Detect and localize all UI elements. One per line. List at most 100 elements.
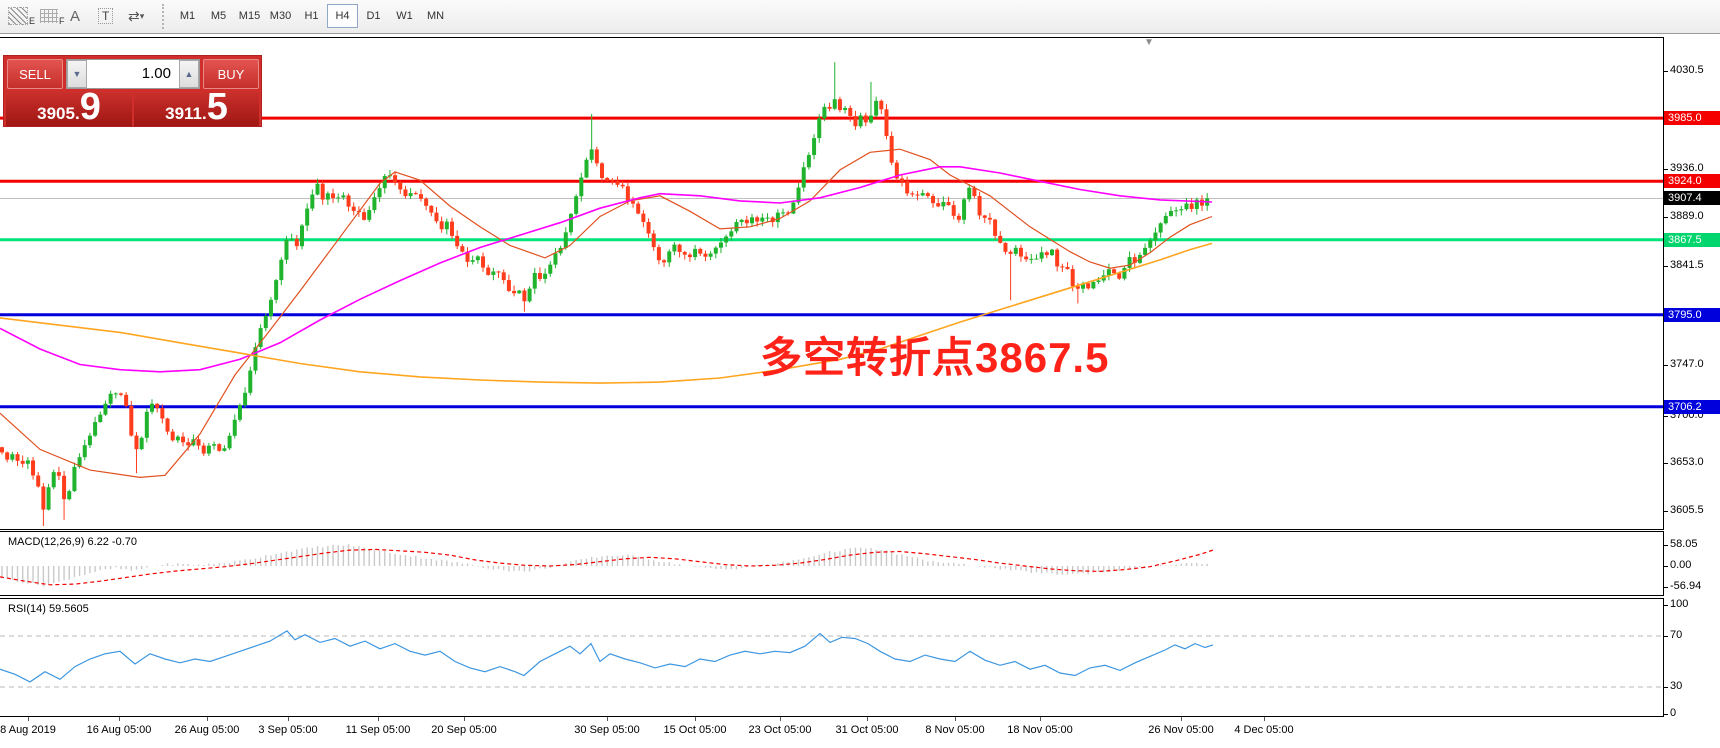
indicators-icon-sub: E: [29, 16, 36, 26]
date-tick: [695, 717, 696, 721]
date-tick: [378, 717, 379, 721]
sell-price-main: 3905: [37, 104, 75, 123]
timeframe-m5[interactable]: M5: [210, 10, 227, 22]
main-chart-pane[interactable]: [0, 37, 1664, 530]
macd-label: MACD(12,26,9) 6.22 -0.70: [8, 536, 138, 548]
timeframe-mn[interactable]: MN: [426, 10, 445, 22]
volume-decrease-button[interactable]: ▼: [67, 60, 87, 88]
buy-price-display[interactable]: 3911. 5: [134, 86, 259, 128]
axis-tick: [1664, 636, 1668, 637]
date-label: 8 Nov 05:00: [925, 724, 985, 736]
price-badge-3795.0: 3795.0: [1664, 308, 1720, 322]
axis-label-100: 100: [1670, 598, 1689, 610]
grid-icon-sub: F: [59, 16, 65, 26]
volume-increase-button[interactable]: ▲: [179, 60, 199, 88]
macd-histogram: [1, 544, 1208, 587]
macd-pane[interactable]: MACD(12,26,9) 6.22 -0.70: [0, 531, 1664, 596]
price-badge-3867.5: 3867.5: [1664, 233, 1720, 247]
text-box-icon-glyph: T: [98, 8, 114, 24]
indicators-icon[interactable]: E: [8, 4, 35, 28]
date-label: 26 Aug 05:00: [174, 724, 240, 736]
axis-tick: [1664, 266, 1668, 267]
timeframe-m30[interactable]: M30: [269, 10, 292, 22]
font-icon[interactable]: A: [70, 7, 81, 25]
buy-button[interactable]: BUY: [203, 59, 259, 89]
date-label: 15 Oct 05:00: [663, 724, 727, 736]
buy-price-main: 3911: [165, 104, 202, 123]
date-label: 18 Nov 05:00: [1007, 724, 1073, 736]
sell-price-pip: 9: [79, 86, 101, 128]
cursor-tools-icon[interactable]: ⇄ ▾: [128, 4, 144, 28]
timeframe-w1[interactable]: W1: [396, 10, 413, 22]
rsi-canvas: [0, 630, 1663, 688]
sell-price-point: .: [74, 104, 80, 123]
axis-tick: [1664, 416, 1668, 417]
candles: [0, 99, 1210, 510]
axis-tick: [1664, 463, 1668, 464]
date-label: 30 Sep 05:00: [574, 724, 640, 736]
main-chart-canvas: [0, 62, 1663, 527]
date-label: 16 Aug 05:00: [86, 724, 152, 736]
price-badge-3924.0: 3924.0: [1664, 174, 1720, 188]
toolbar-separator: [162, 4, 168, 29]
date-label: 11 Sep 05:00: [345, 724, 411, 736]
rsi-pane[interactable]: RSI(14) 59.5605: [0, 598, 1664, 717]
axis-tick: [1664, 545, 1668, 546]
timeframe-d1[interactable]: D1: [366, 10, 381, 22]
axis-tick: [1664, 511, 1668, 512]
sell-button[interactable]: SELL: [7, 59, 63, 89]
date-tick: [119, 717, 120, 721]
rsi-line: [0, 630, 1214, 683]
date-tick: [207, 717, 208, 721]
axis-tick: [1664, 566, 1668, 567]
axis-label-4030.5: 4030.5: [1670, 64, 1704, 76]
timeframe-m15[interactable]: M15: [238, 10, 261, 22]
date-tick: [464, 717, 465, 721]
timeframe-h4[interactable]: H4: [327, 4, 358, 28]
date-label: 8 Aug 2019: [0, 724, 56, 736]
date-tick: [780, 717, 781, 721]
axis-label-0.00: 0.00: [1670, 559, 1692, 571]
date-tick: [288, 717, 289, 721]
date-tick: [1264, 717, 1265, 721]
date-label: 23 Oct 05:00: [748, 724, 812, 736]
axis-tick: [1664, 365, 1668, 366]
axis-label--56.94: -56.94: [1670, 580, 1702, 592]
sell-price-display[interactable]: 3905. 9: [6, 86, 132, 128]
price-axis[interactable]: 4030.5 3985.0 3936.0 3924.0 3907.4 3889.0 3867…: [1664, 35, 1720, 719]
date-label: 26 Nov 05:00: [1148, 724, 1214, 736]
axis-tick: [1664, 169, 1668, 170]
date-tick: [955, 717, 956, 721]
axis-tick: [1664, 714, 1668, 715]
date-label: 31 Oct 05:00: [835, 724, 899, 736]
chevron-down-icon: ▾: [139, 10, 145, 21]
one-click-trade-panel: SELL ▼ 1.00 ▲ BUY 3905. 9 3911. 5: [4, 56, 261, 126]
axis-label-30: 30: [1670, 680, 1683, 692]
axis-label-0: 0: [1670, 707, 1677, 719]
buy-price-pip: 5: [206, 86, 228, 128]
volume-input[interactable]: 1.00: [87, 60, 179, 88]
date-tick: [1040, 717, 1041, 721]
ma-fast-red: [0, 148, 1213, 479]
date-tick: [607, 717, 608, 721]
axis-label-3841.5: 3841.5: [1670, 259, 1704, 271]
grid-icon-glyph: [40, 9, 58, 23]
macd-canvas: [0, 544, 1214, 587]
axis-label-3653.0: 3653.0: [1670, 456, 1704, 468]
axis-label-3889.0: 3889.0: [1670, 210, 1704, 222]
date-label: 4 Dec 05:00: [1234, 724, 1294, 736]
axis-tick: [1664, 687, 1668, 688]
text-box-icon[interactable]: T: [98, 4, 114, 28]
timeframe-m1[interactable]: M1: [179, 10, 196, 22]
grid-icon[interactable]: F: [40, 4, 65, 28]
timeframe-h1[interactable]: H1: [304, 10, 319, 22]
axis-tick: [1664, 71, 1668, 72]
date-tick: [867, 717, 868, 721]
date-axis[interactable]: 8 Aug 2019 16 Aug 05:00 26 Aug 05:00 3 Sep …: [0, 717, 1720, 748]
ma-mid-magenta: [0, 166, 1213, 373]
horizontal-levels: [0, 116, 1663, 409]
date-label: 20 Sep 05:00: [431, 724, 497, 736]
arrows-icon: ⇄: [128, 7, 140, 24]
date-tick: [28, 717, 29, 721]
axis-label-3605.5: 3605.5: [1670, 504, 1704, 516]
